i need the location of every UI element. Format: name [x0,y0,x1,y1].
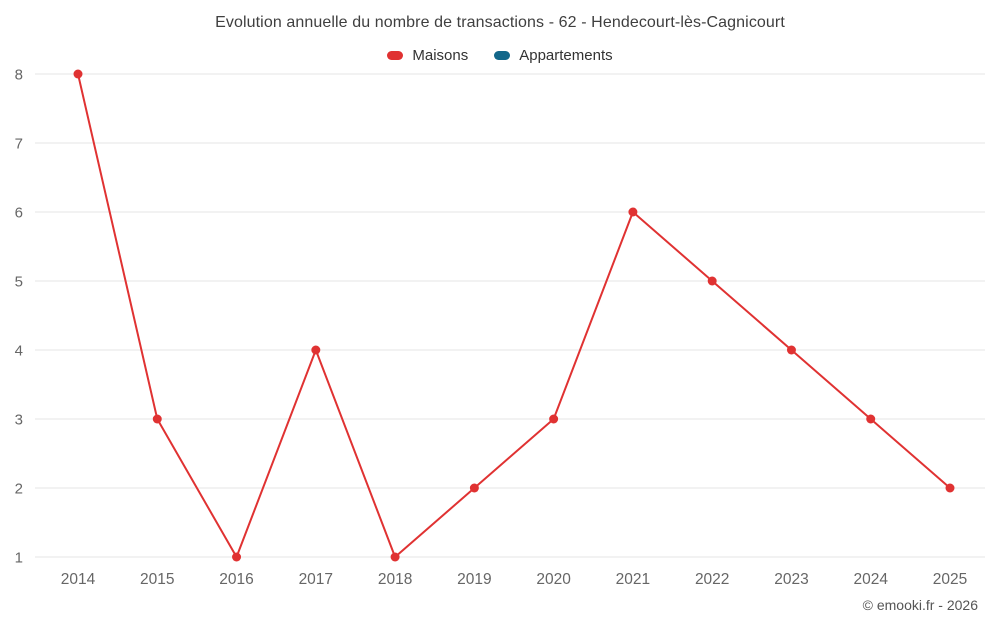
appartements-legend-marker-icon [494,51,511,60]
series-line-maisons [77,73,951,558]
data-point-maisons-2022[interactable] [707,276,717,286]
chart-header: Evolution annuelle du nombre de transact… [0,14,1000,64]
y-tick-label: 6 [15,205,23,222]
x-tick-label: 2022 [695,571,729,588]
maisons-legend-marker-icon [387,51,404,60]
data-point-maisons-2017[interactable] [311,345,321,355]
y-tick-label: 3 [15,412,23,429]
legend-item-appartements[interactable]: Appartements [494,47,613,64]
data-point-maisons-2018[interactable] [390,552,400,562]
chart-title: Evolution annuelle du nombre de transact… [215,14,785,31]
y-tick-label: 4 [15,343,23,360]
data-point-maisons-2014[interactable] [73,69,83,79]
y-tick-label: 2 [15,481,23,498]
legend-label-maisons: Maisons [412,47,469,64]
chart-legend: Maisons Appartements [0,47,1000,64]
x-tick-label: 2023 [774,571,808,588]
y-tick-label: 7 [15,136,23,153]
x-tick-label: 2025 [933,571,967,588]
y-tick-label: 1 [15,550,23,567]
x-tick-label: 2014 [61,571,96,588]
data-point-maisons-2021[interactable] [628,207,638,217]
x-tick-label: 2019 [457,571,491,588]
x-tick-label: 2018 [378,571,412,588]
y-tick-label: 8 [15,67,23,84]
data-point-maisons-2025[interactable] [945,483,955,493]
x-tick-label: 2015 [140,571,174,588]
data-point-maisons-2019[interactable] [469,483,479,493]
x-tick-label: 2024 [853,571,888,588]
x-tick-label: 2020 [536,571,571,588]
data-point-maisons-2020[interactable] [549,414,559,424]
data-point-maisons-2023[interactable] [786,345,796,355]
x-tick-label: 2017 [299,571,333,588]
data-point-maisons-2015[interactable] [152,414,162,424]
x-tick-label: 2016 [219,571,253,588]
legend-label-appartements: Appartements [519,47,613,64]
legend-item-maisons[interactable]: Maisons [387,47,468,64]
y-tick-label: 5 [15,274,23,291]
data-point-maisons-2016[interactable] [232,552,242,562]
data-point-maisons-2024[interactable] [866,414,876,424]
x-tick-label: 2021 [616,571,650,588]
copyright-text: © emooki.fr - 2026 [862,597,978,613]
